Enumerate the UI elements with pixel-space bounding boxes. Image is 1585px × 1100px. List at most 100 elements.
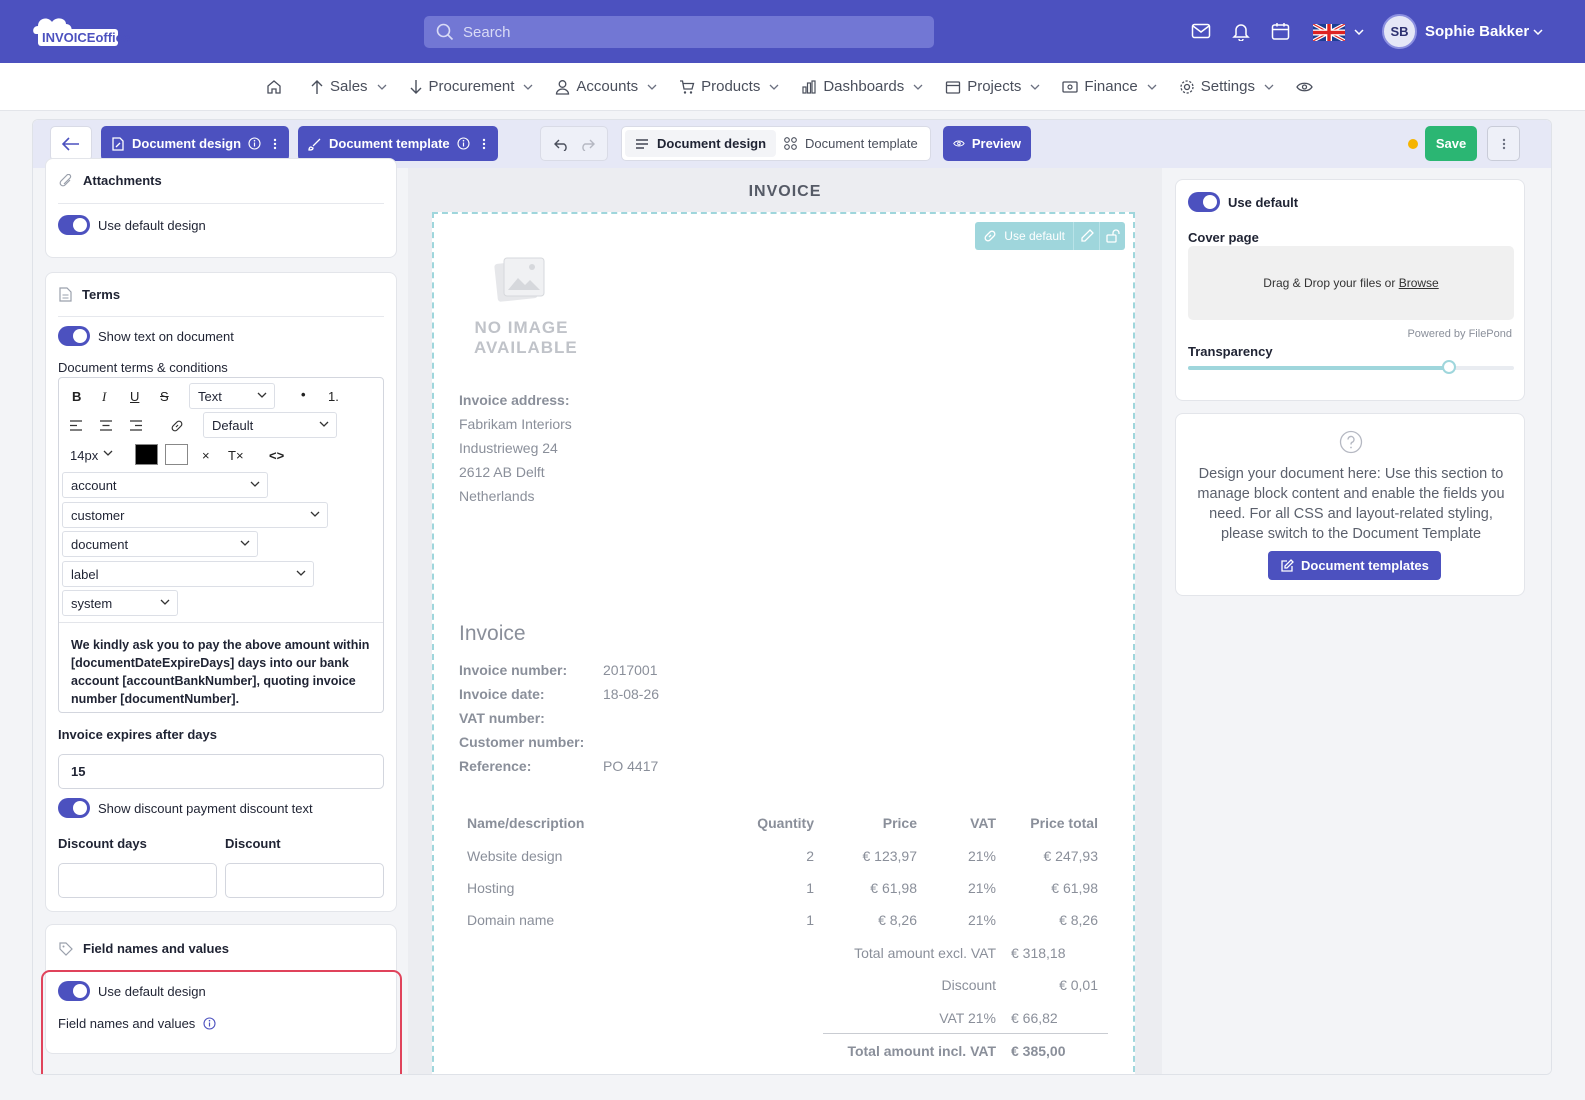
invoice-title: INVOICE (748, 183, 822, 200)
info-icon[interactable] (203, 1017, 216, 1030)
row-price: € 8,26 (878, 912, 917, 928)
uk-flag-icon[interactable] (1313, 24, 1345, 41)
address-line: Fabrikam Interiors (459, 416, 572, 432)
row-qty: 1 (806, 880, 814, 896)
col-header: Price total (1030, 815, 1098, 831)
meta-label: Reference: (459, 758, 532, 774)
text-color-swatch[interactable] (135, 444, 158, 465)
address-label: Invoice address: (459, 392, 570, 408)
align-center-icon[interactable] (99, 420, 113, 431)
document-canvas: INVOICE Use default NO IMAGE AVA (408, 168, 1162, 1074)
help-card: Design your document here: Use this sect… (1175, 413, 1525, 596)
var-select-system[interactable]: system (62, 590, 178, 616)
cover-dropzone[interactable]: Drag & Drop your files or Browse (1188, 246, 1514, 320)
clear-format-button[interactable]: T× (228, 448, 244, 463)
search-icon (436, 23, 454, 41)
avatar[interactable]: SB (1382, 14, 1417, 49)
undo-icon[interactable] (553, 137, 570, 151)
lock-block-button[interactable] (1099, 222, 1125, 250)
var-select-customer[interactable]: customer (62, 502, 328, 528)
nav-projects[interactable]: Projects (945, 78, 1040, 95)
grand-total-label: Total amount incl. VAT (847, 1043, 996, 1059)
code-view-button[interactable]: <> (269, 448, 285, 463)
align-right-icon[interactable] (129, 420, 143, 431)
editor-toolbar: Document design Document template Docume… (33, 120, 1551, 168)
row-vat: 21% (967, 912, 996, 928)
field-names-card: Field names and values Use default desig… (45, 924, 397, 1054)
nav-finance[interactable]: Finance (1062, 78, 1157, 95)
align-left-icon[interactable] (69, 420, 83, 431)
font-select[interactable]: Default (203, 412, 337, 438)
nav-home[interactable] (266, 79, 288, 95)
document-template-button[interactable]: Document template (298, 126, 498, 161)
invoice-page[interactable]: Use default NO IMAGE AVAILABLE Invoice a… (432, 212, 1135, 1074)
calendar-icon[interactable] (1271, 22, 1290, 41)
nav-procurement[interactable]: Procurement (409, 78, 534, 95)
attachments-default-label: Use default design (98, 218, 206, 233)
user-chevron-down-icon[interactable] (1533, 29, 1543, 35)
attachments-default-toggle[interactable] (58, 215, 90, 235)
nav-sales[interactable]: Sales (310, 78, 387, 95)
redo-icon[interactable] (579, 137, 595, 151)
discount-label: Discount (225, 836, 281, 851)
mail-icon[interactable] (1191, 22, 1211, 40)
back-button[interactable] (50, 126, 92, 161)
document-templates-button[interactable]: Document templates (1268, 551, 1441, 580)
seg-document-design[interactable]: Document design (625, 130, 777, 157)
nav-dashboards[interactable]: Dashboards (801, 78, 923, 95)
seg-document-template[interactable]: Document template (774, 130, 928, 157)
field-names-default-toggle[interactable] (58, 981, 90, 1001)
preview-button[interactable]: Preview (943, 126, 1031, 161)
strike-button[interactable]: S (160, 389, 169, 404)
cover-page-label: Cover page (1188, 230, 1259, 245)
info-icon[interactable] (248, 137, 261, 150)
more-vertical-icon[interactable] (273, 138, 277, 150)
transparency-slider[interactable] (1188, 360, 1514, 374)
document-design-button[interactable]: Document design (101, 126, 289, 161)
nav-view[interactable] (1296, 81, 1319, 93)
bold-button[interactable]: B (72, 389, 82, 404)
chevron-down-icon (647, 84, 657, 90)
var-select-document[interactable]: document (62, 531, 258, 557)
more-options-button[interactable] (1487, 126, 1520, 161)
bullet-list-button[interactable]: • (301, 387, 306, 402)
document-design-label: Document design (132, 136, 242, 151)
var-select-account[interactable]: account (62, 472, 268, 498)
cover-default-toggle[interactable] (1188, 192, 1220, 212)
seg-document-template-label: Document template (805, 136, 918, 151)
use-default-button[interactable]: Use default (1004, 229, 1065, 243)
browse-link[interactable]: Browse (1398, 276, 1439, 290)
terms-show-toggle[interactable] (58, 326, 90, 346)
ordered-list-button[interactable]: 1. (328, 389, 339, 404)
underline-button[interactable]: U (130, 389, 140, 404)
font-size-select[interactable]: 14px (62, 442, 120, 468)
link-icon[interactable] (170, 419, 184, 433)
discount-days-input[interactable] (58, 863, 217, 898)
invoice-office-logo[interactable]: INVOICEoffice (30, 12, 180, 52)
bell-icon[interactable] (1232, 22, 1250, 41)
expires-input[interactable]: 15 (58, 754, 384, 789)
discount-text-toggle[interactable] (58, 798, 90, 818)
terms-rich-editor[interactable]: B I U S Text • 1. Default 1 (58, 377, 384, 713)
gear-icon (1180, 79, 1194, 94)
save-button[interactable]: Save (1425, 126, 1477, 161)
bg-color-swatch[interactable] (165, 444, 188, 465)
format-select[interactable]: Text (189, 383, 275, 409)
transparency-handle[interactable] (1441, 360, 1456, 374)
info-icon[interactable] (457, 137, 470, 150)
more-vertical-icon[interactable] (482, 138, 486, 150)
var-select-label[interactable]: label (62, 561, 314, 587)
search-input[interactable]: Search (424, 16, 934, 48)
language-chevron-down-icon[interactable] (1354, 29, 1364, 35)
col-header: VAT (970, 815, 996, 831)
nav-sales-label: Sales (330, 78, 368, 95)
clear-button[interactable]: × (202, 448, 210, 463)
edit-block-button[interactable] (1073, 222, 1099, 250)
user-name[interactable]: Sophie Bakker (1425, 23, 1530, 40)
nav-settings[interactable]: Settings (1179, 78, 1274, 95)
nav-accounts[interactable]: Accounts (555, 78, 657, 95)
nav-products[interactable]: Products (679, 78, 779, 95)
terms-text[interactable]: We kindly ask you to pay the above amoun… (71, 638, 370, 706)
discount-input[interactable] (225, 863, 384, 898)
italic-button[interactable]: I (102, 389, 107, 404)
